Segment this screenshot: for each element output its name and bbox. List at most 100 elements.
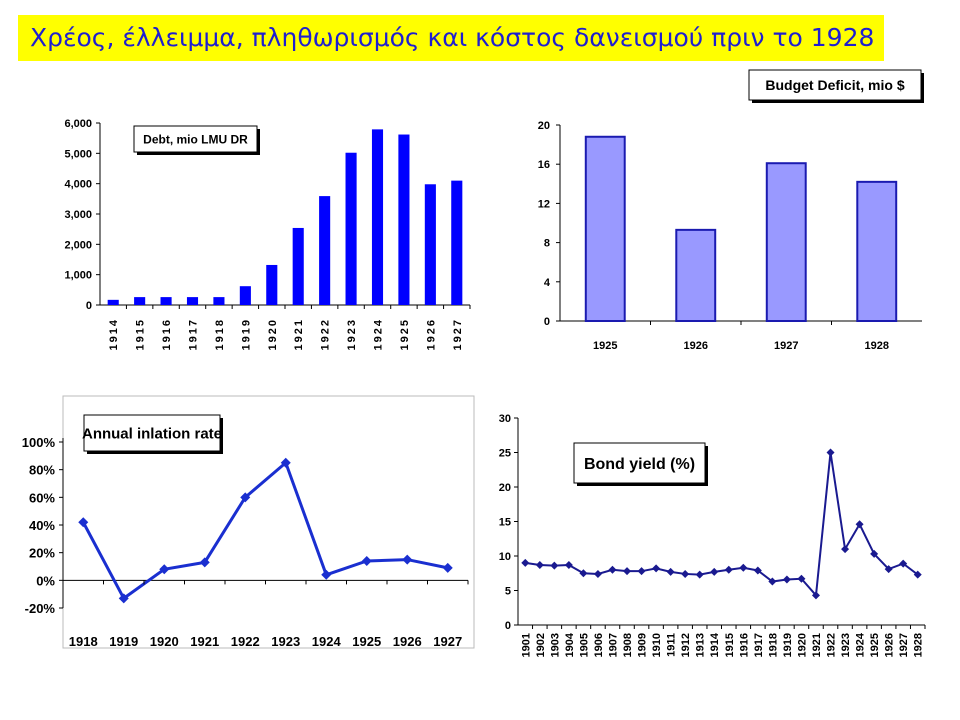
debt-x-tick-label: 1925: [399, 318, 411, 350]
bond-x-tick-label: 1906: [593, 633, 605, 657]
bond-point: [710, 567, 719, 576]
debt-bar: [345, 152, 357, 305]
bond-y-tick-label: 25: [499, 448, 511, 460]
deficit-bar: [856, 180, 898, 322]
bond-point: [550, 561, 559, 570]
bond-y-tick-label: 5: [505, 586, 511, 598]
bond-x-tick-label: 1911: [666, 633, 678, 657]
deficit-x-tick-label: 1926: [684, 340, 708, 352]
inflation-point: [442, 562, 453, 573]
bond-y-tick-label: 15: [499, 517, 511, 529]
inflation-y-tick-label: 20%: [29, 546, 55, 561]
debt-y-tick-label: 1,000: [64, 270, 92, 282]
debt-x-tick-label: 1915: [135, 318, 147, 350]
bond-point: [681, 569, 690, 578]
debt-y-tick-label: 4,000: [64, 179, 92, 191]
debt-bar: [398, 134, 410, 305]
bond-point: [652, 564, 661, 573]
inflation-x-tick-label: 1921: [190, 634, 219, 649]
inflation-y-tick-label: 80%: [29, 463, 55, 478]
bond-point: [739, 563, 748, 572]
bond-y-tick-label: 0: [505, 620, 511, 632]
inflation-point: [199, 557, 210, 568]
debt-x-tick-label: 1918: [214, 318, 226, 350]
deficit-bar: [765, 162, 807, 322]
bond-x-tick-label: 1918: [767, 633, 779, 657]
bond-point: [884, 565, 893, 574]
inflation-point: [361, 555, 372, 566]
debt-bar: [292, 227, 304, 305]
inflation-y-tick-label: 0%: [36, 573, 55, 588]
bond-x-tick-label: 1913: [695, 633, 707, 657]
inflation-y-tick-label: 100%: [22, 435, 56, 450]
bond-x-tick-label: 1903: [549, 633, 561, 657]
bond-x-tick-label: 1920: [796, 633, 808, 657]
inflation-point: [118, 593, 129, 604]
bond-point: [841, 545, 850, 554]
inflation-x-tick-label: 1923: [271, 634, 300, 649]
bond-point: [564, 560, 573, 569]
debt-x-tick-label: 1921: [293, 318, 305, 350]
inflation-x-tick-label: 1924: [312, 634, 342, 649]
deficit-bar: [584, 135, 626, 322]
bond-point: [753, 566, 762, 575]
debt-legend-text: Debt, mio LMU DR: [143, 132, 248, 146]
inflation-x-tick-label: 1919: [109, 634, 138, 649]
debt-bar: [134, 297, 146, 305]
inflation-point: [240, 492, 251, 503]
bond-point: [579, 569, 588, 578]
bond-x-tick-label: 1912: [680, 633, 692, 657]
debt-bar: [424, 184, 436, 305]
debt-bar: [451, 180, 463, 305]
debt-bar: [319, 196, 331, 305]
bond-legend-box: [573, 442, 706, 484]
inflation-y-tick-label: -20%: [25, 601, 56, 616]
inflation-legend-text: Annual inlation rate: [82, 425, 222, 442]
debt-bar: [239, 286, 251, 305]
inflation-x-tick-label: 1926: [393, 634, 422, 649]
bond-point: [782, 575, 791, 584]
bond-point: [608, 565, 617, 574]
bond-x-tick-label: 1917: [753, 633, 765, 657]
inflation-legend-box: [83, 414, 221, 452]
inflation-point: [280, 457, 291, 468]
bond-x-tick-label: 1916: [738, 633, 750, 657]
debt-x-tick-label: 1920: [267, 318, 279, 350]
bond-point: [593, 569, 602, 578]
bond-x-tick-label: 1910: [651, 633, 663, 657]
bond-point: [695, 570, 704, 579]
bond-point: [899, 559, 908, 568]
bond-x-tick-label: 1909: [637, 633, 649, 657]
inflation-y-tick-label: 60%: [29, 490, 55, 505]
inflation-point: [78, 517, 89, 528]
bond-point: [797, 574, 806, 583]
debt-y-tick-label: 5,000: [64, 148, 92, 160]
bond-x-tick-label: 1926: [884, 633, 896, 657]
bond-point: [768, 577, 777, 586]
bond-x-tick-label: 1924: [855, 632, 867, 657]
bond-point: [870, 549, 879, 558]
debt-bar: [107, 299, 119, 305]
bond-x-tick-label: 1904: [564, 632, 576, 657]
debt-x-tick-label: 1917: [188, 318, 200, 350]
debt-bar: [213, 297, 225, 305]
debt-bar: [266, 264, 278, 305]
deficit-legend-box: [748, 69, 922, 101]
debt-x-tick-label: 1927: [452, 318, 464, 350]
debt-y-tick-label: 2,000: [64, 239, 92, 251]
debt-y-tick-label: 3,000: [64, 209, 92, 221]
bond-series-line: [525, 452, 919, 598]
bond-point: [811, 591, 820, 600]
bond-point: [666, 567, 675, 576]
deficit-bar: [675, 228, 717, 322]
bond-point: [724, 565, 733, 574]
deficit-legend-text: Budget Deficit, mio $: [765, 77, 904, 93]
deficit-y-tick-label: 12: [538, 198, 550, 210]
deficit-y-tick-label: 4: [544, 277, 551, 289]
deficit-x-tick-label: 1927: [774, 340, 798, 352]
debt-x-tick-label: 1926: [425, 318, 437, 350]
bond-point: [826, 448, 835, 457]
debt-y-tick-label: 6,000: [64, 118, 92, 130]
bond-x-tick-label: 1902: [535, 633, 547, 657]
bond-x-tick-label: 1919: [782, 633, 794, 657]
